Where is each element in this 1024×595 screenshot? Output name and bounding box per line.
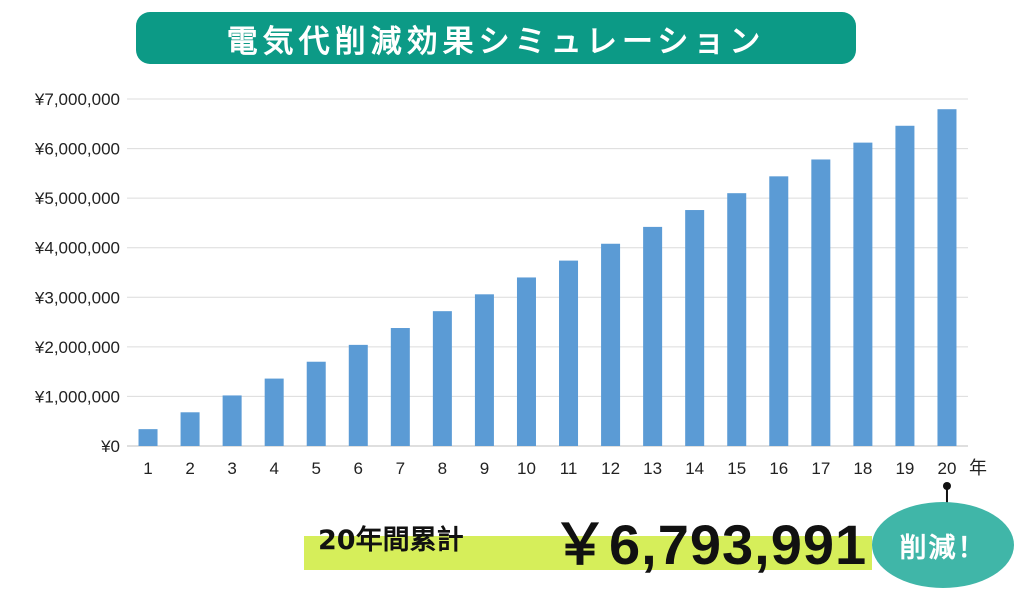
bar: [306, 361, 326, 446]
bar: [516, 277, 536, 446]
bar: [138, 429, 158, 446]
y-tick-label: ¥1,000,000: [34, 387, 120, 406]
bar: [559, 260, 579, 446]
x-tick-label: 11: [560, 459, 578, 478]
x-tick-label: 8: [438, 459, 447, 478]
x-unit-label: 年: [969, 458, 987, 479]
bar: [390, 328, 410, 446]
y-tick-label: ¥7,000,000: [34, 90, 120, 109]
connector-dot: [942, 482, 951, 490]
bar: [853, 142, 873, 446]
bar: [264, 378, 284, 446]
x-tick-label: 17: [811, 459, 830, 478]
bar: [432, 311, 452, 446]
chart-title: 電気代削減効果シミュレーション: [226, 23, 766, 60]
y-tick-label: ¥4,000,000: [34, 239, 120, 258]
bar: [937, 109, 957, 446]
y-tick-label: ¥6,000,000: [34, 140, 120, 159]
y-tick-label: ¥5,000,000: [34, 189, 120, 208]
x-tick-label: 3: [227, 459, 236, 478]
bar: [685, 210, 705, 446]
x-tick-label: 18: [853, 459, 872, 478]
y-tick-label: ¥0: [100, 437, 120, 456]
bar: [348, 344, 368, 446]
total-highlight: [304, 536, 872, 570]
bar: [727, 193, 747, 446]
x-tick-label: 7: [396, 459, 405, 478]
x-tick-label: 12: [601, 459, 620, 478]
x-tick-label: 16: [769, 459, 788, 478]
x-tick-label: 2: [185, 459, 194, 478]
x-tick-label: 19: [895, 459, 914, 478]
x-tick-label: 4: [269, 459, 278, 478]
x-tick-label: 9: [480, 459, 489, 478]
bar: [180, 412, 200, 446]
x-tick-label: 6: [354, 459, 363, 478]
total-value: ￥6,793,991: [552, 513, 868, 576]
bar: [474, 294, 494, 446]
reduction-badge: 削減！: [872, 502, 1014, 588]
title-banner: 電気代削減効果シミュレーション: [136, 12, 856, 64]
x-tick-label: 20: [938, 459, 957, 478]
x-tick-label: 10: [517, 459, 536, 478]
total-label: 20年間累計: [318, 525, 464, 556]
bar: [222, 395, 242, 446]
x-tick-label: 14: [685, 459, 704, 478]
x-tick-label: 5: [311, 459, 320, 478]
x-tick-label: 15: [727, 459, 746, 478]
badge-text: 削減！: [899, 532, 987, 564]
bar: [811, 159, 831, 446]
bar: [601, 243, 621, 446]
y-tick-label: ¥3,000,000: [34, 288, 120, 307]
y-tick-label: ¥2,000,000: [34, 338, 120, 357]
x-tick-label: 1: [143, 459, 152, 478]
x-tick-label: 13: [643, 459, 662, 478]
bar: [769, 176, 789, 446]
bar: [643, 226, 663, 446]
bar: [895, 125, 915, 447]
